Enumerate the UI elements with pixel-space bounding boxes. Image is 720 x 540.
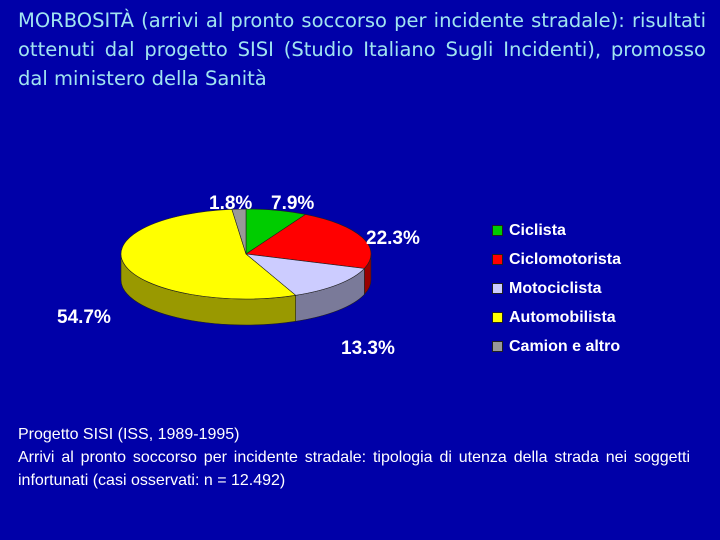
legend-label: Camion e altro (509, 337, 621, 355)
caption-line-1: Progetto SISI (ISS, 1989-1995) (18, 426, 240, 443)
legend-label: Motociclista (509, 279, 602, 297)
legend-label: Ciclista (509, 221, 566, 239)
slide-title: MORBOSITÀ (arrivi al pronto soccorso per… (18, 9, 706, 90)
pie-chart (120, 208, 372, 326)
legend-item-motociclista: Motociclista (492, 274, 621, 303)
legend-swatch (492, 225, 503, 236)
pie-slice-automobilista (120, 208, 297, 300)
pie-slice-motociclista (245, 253, 366, 296)
legend-item-automobilista: Automobilista (492, 303, 621, 332)
caption-line-2: Arrivi al pronto soccorso per incidente … (18, 449, 690, 489)
legend-item-camion: Camion e altro (492, 332, 621, 361)
pie-label-camion: 1.8% (209, 193, 253, 214)
pie-slice-ciclomotorista (245, 214, 372, 269)
chart-legend: Ciclista Ciclomotorista Motociclista Aut… (492, 216, 621, 361)
pie-slice-camion-e-altro (231, 208, 247, 255)
legend-swatch (492, 254, 503, 265)
legend-label: Ciclomotorista (509, 250, 622, 268)
legend-swatch (492, 341, 503, 352)
pie-label-ciclomotorista: 22.3% (366, 228, 420, 249)
legend-label: Automobilista (509, 308, 616, 326)
legend-swatch (492, 312, 503, 323)
legend-swatch (492, 283, 503, 294)
legend-item-ciclomotorista: Ciclomotorista (492, 245, 621, 274)
caption: Progetto SISI (ISS, 1989-1995) Arrivi al… (18, 423, 690, 492)
pie-label-motociclista: 13.3% (341, 338, 395, 359)
pie-label-automobilista: 54.7% (57, 307, 111, 328)
pie-label-ciclista: 7.9% (271, 193, 315, 214)
legend-item-ciclista: Ciclista (492, 216, 621, 245)
